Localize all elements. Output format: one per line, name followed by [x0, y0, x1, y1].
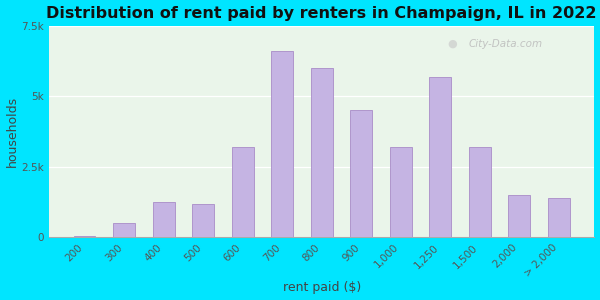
Bar	[232, 147, 254, 237]
Bar	[469, 147, 491, 237]
Bar	[350, 110, 372, 237]
X-axis label: rent paid ($): rent paid ($)	[283, 281, 361, 294]
Bar	[430, 76, 451, 237]
Bar	[192, 203, 214, 237]
Y-axis label: households: households	[5, 96, 19, 167]
Bar	[311, 68, 332, 237]
Bar	[74, 236, 95, 237]
Bar	[113, 223, 135, 237]
Bar	[271, 51, 293, 237]
Bar	[153, 202, 175, 237]
Title: Distribution of rent paid by renters in Champaign, IL in 2022: Distribution of rent paid by renters in …	[46, 6, 597, 21]
Bar	[390, 147, 412, 237]
Bar	[508, 195, 530, 237]
Text: ●: ●	[447, 39, 457, 49]
Text: City-Data.com: City-Data.com	[469, 39, 543, 49]
Bar	[548, 198, 569, 237]
